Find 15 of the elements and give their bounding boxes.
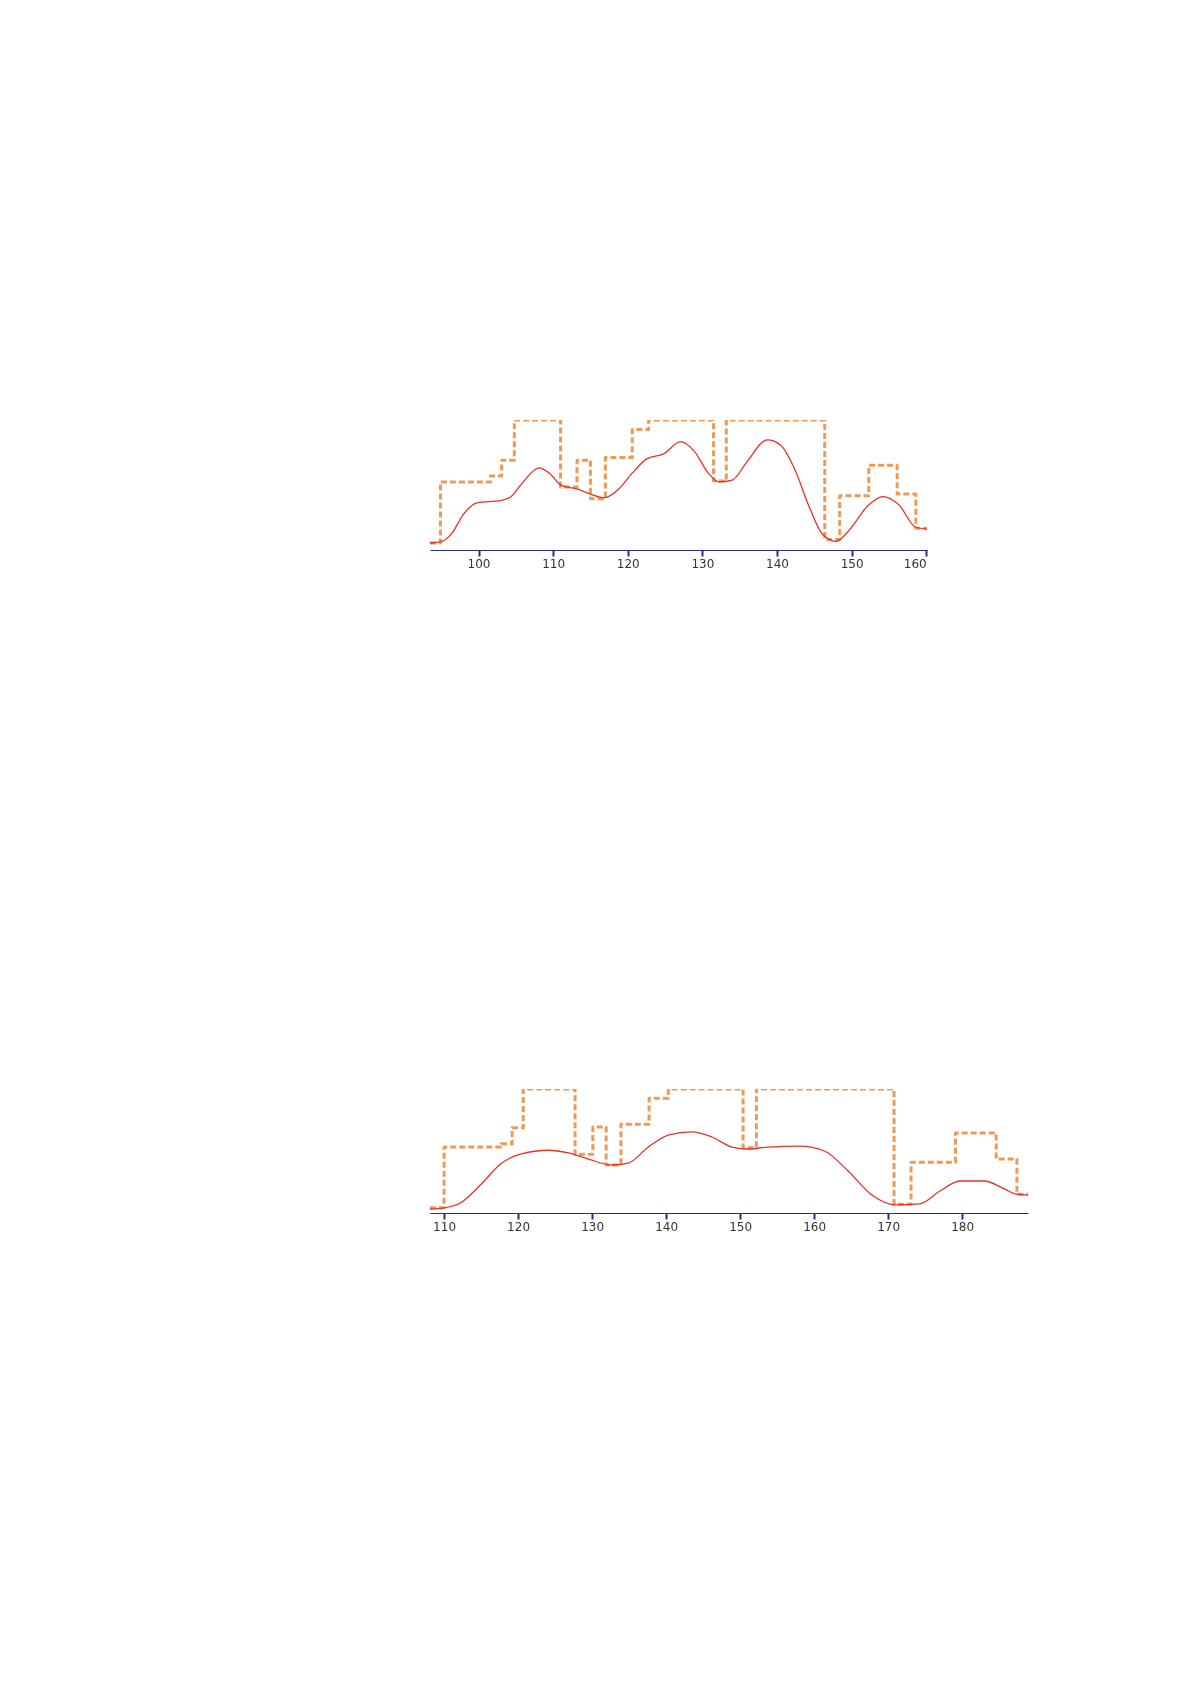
- x-tick-label: 100: [467, 556, 491, 571]
- x-tick-label: 110: [542, 556, 566, 571]
- x-tick-label: 150: [840, 556, 864, 571]
- x-tick-label: 120: [616, 556, 640, 571]
- x-tick-label: 180: [951, 1219, 975, 1234]
- x-tick-label: 130: [581, 1219, 605, 1234]
- x-tick-label: 150: [729, 1219, 753, 1234]
- x-tick-label: 170: [877, 1219, 901, 1234]
- x-tick-label: 120: [507, 1219, 531, 1234]
- x-tick-label: 160: [903, 556, 927, 571]
- x-tick-label: 160: [803, 1219, 827, 1234]
- x-tick-label: 140: [766, 556, 789, 571]
- x-tick-label: 140: [655, 1219, 679, 1234]
- x-tick-label: 110: [433, 1219, 457, 1234]
- x-tick-label: 130: [691, 556, 715, 571]
